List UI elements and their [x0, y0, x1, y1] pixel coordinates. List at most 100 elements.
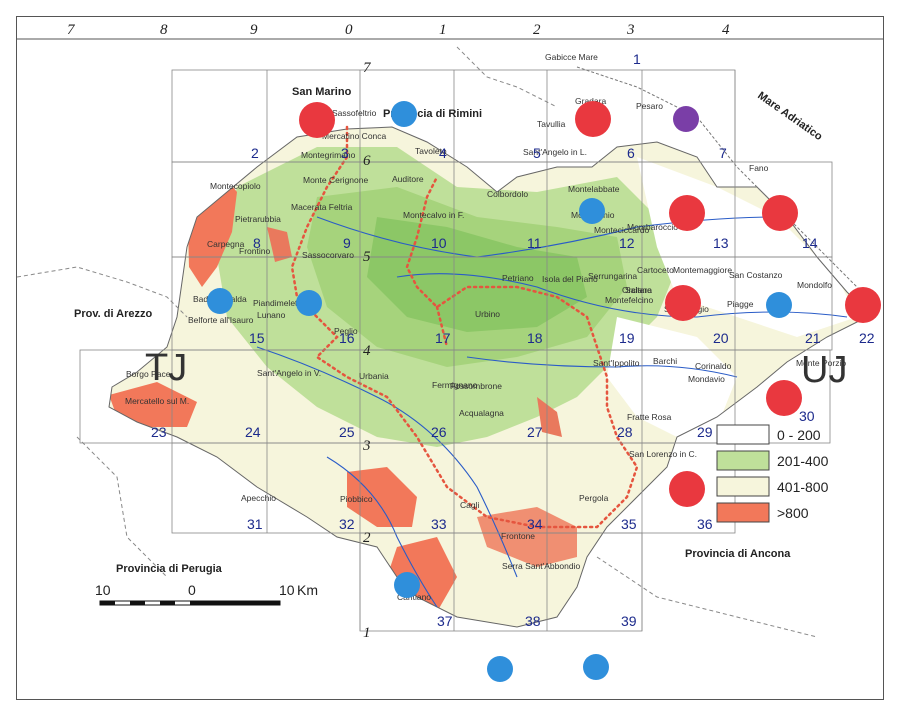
sheet-number: 11 — [527, 235, 542, 251]
town-label: Sant'Ippolito — [593, 358, 640, 368]
blue-marker — [394, 572, 420, 598]
town-label: Monte Cerignone — [303, 175, 368, 185]
sheet-number: 23 — [151, 424, 167, 440]
town-label: Orciano — [622, 285, 652, 295]
red-marker — [669, 471, 705, 507]
sheet-number: 8 — [253, 235, 261, 251]
red-marker — [669, 195, 705, 231]
sheet-number: 38 — [525, 613, 541, 629]
town-label: Frontone — [501, 531, 535, 541]
town-label: Auditore — [392, 174, 424, 184]
town-label: Colbordolo — [487, 189, 528, 199]
sheet-number: 39 — [621, 613, 637, 629]
zone-tj: TJ — [145, 347, 187, 389]
sheet-number: 26 — [431, 424, 447, 440]
sheet-number: 36 — [697, 516, 713, 532]
sheet-number: 13 — [713, 235, 729, 251]
town-label: Sassofeltrio — [332, 108, 377, 118]
sheet-number: 4 — [439, 145, 447, 161]
town-label: Apecchio — [241, 493, 276, 503]
sheet-number: 6 — [627, 145, 635, 161]
red-marker — [845, 287, 881, 323]
markers — [207, 101, 881, 682]
town-label: Saltara — [625, 285, 652, 295]
coastline — [576, 66, 878, 308]
coord-side-label: 2 — [363, 530, 371, 546]
red-marker — [762, 195, 798, 231]
sheet-number: 31 — [247, 516, 263, 532]
coord-side-label: 5 — [363, 249, 371, 265]
town-label: Mondavio — [688, 374, 725, 384]
coord-top-label: 4 — [722, 22, 730, 38]
town-label: Fermignano — [432, 380, 478, 390]
town-label: San Lorenzo in C. — [629, 449, 697, 459]
town-label: Urbania — [359, 371, 389, 381]
coord-side-label: 3 — [362, 438, 371, 454]
coord-top-label: 9 — [250, 22, 258, 38]
town-label: Cagli — [460, 500, 479, 510]
sheet-number: 7 — [719, 145, 727, 161]
town-label: Belforte all'Isauro — [188, 315, 254, 325]
sheet-number: 17 — [435, 330, 451, 346]
town-label: Urbino — [475, 309, 500, 319]
town-label: Fossombrone — [450, 381, 502, 391]
blue-marker — [487, 656, 513, 682]
region-san-marino: San Marino — [292, 86, 352, 98]
town-label: Frontino — [239, 246, 270, 256]
sheet-number: 22 — [859, 330, 875, 346]
town-label: Serra Sant'Abbondio — [502, 561, 580, 571]
scale-left: 10 — [95, 582, 111, 598]
town-label: Piagge — [727, 299, 754, 309]
town-label: Montelabbate — [568, 184, 620, 194]
town-label: Pergola — [579, 493, 609, 503]
coord-side-label: 7 — [363, 60, 372, 76]
town-label: San Costanzo — [729, 270, 783, 280]
region-arezzo: Prov. di Arezzo — [74, 308, 153, 320]
red-marker — [766, 380, 802, 416]
town-label: Macerata Feltria — [291, 202, 353, 212]
town-label: Pesaro — [636, 101, 663, 111]
coord-top-label: 2 — [533, 22, 541, 38]
sheet-number: 12 — [619, 235, 635, 251]
town-label: Piobbico — [340, 494, 373, 504]
coords-side: 7 6 5 4 3 2 1 — [362, 60, 372, 641]
red-marker — [299, 102, 335, 138]
town-label: Isola del Piano — [542, 274, 598, 284]
scale-unit: Km — [297, 582, 318, 598]
town-label: Fratte Rosa — [627, 412, 672, 422]
sheet-number: 1 — [633, 51, 641, 67]
coord-top-label: 8 — [160, 22, 168, 38]
scale-bar: 10 0 10 Km — [95, 582, 318, 606]
legend-label: 401-800 — [777, 479, 829, 495]
town-label: Montecopiolo — [210, 181, 261, 191]
legend-swatch — [716, 424, 770, 445]
sheet-number: 3 — [341, 145, 349, 161]
sheet-number: 21 — [805, 330, 821, 346]
town-label: Sant'Angelo in L. — [523, 147, 587, 157]
sheet-number: 2 — [251, 145, 259, 161]
town-label: Gradara — [575, 96, 606, 106]
scale-mid: 0 — [188, 582, 196, 598]
rivers — [256, 216, 848, 608]
province-outline — [108, 126, 868, 628]
town-label: Corinaldo — [695, 361, 732, 371]
town-label: Fano — [749, 163, 769, 173]
coord-side-label: 6 — [363, 153, 371, 169]
town-label: Barchi — [653, 356, 677, 366]
town-label: Carpegna — [207, 239, 245, 249]
legend-label: >800 — [777, 505, 809, 521]
sheet-number: 9 — [343, 235, 351, 251]
town-label: Montecalvo in F. — [403, 210, 464, 220]
blue-marker — [766, 292, 792, 318]
coord-side-label: 1 — [363, 625, 371, 641]
legend-swatch — [716, 476, 770, 497]
blue-marker — [579, 198, 605, 224]
sheet-number: 30 — [799, 408, 815, 424]
town-label: Mercatino Conca — [322, 131, 387, 141]
coord-top-label: 7 — [67, 22, 76, 38]
sheet-number: 15 — [249, 330, 265, 346]
town-label: Montegrimano — [301, 150, 356, 160]
town-label: Cantiano — [397, 592, 431, 602]
